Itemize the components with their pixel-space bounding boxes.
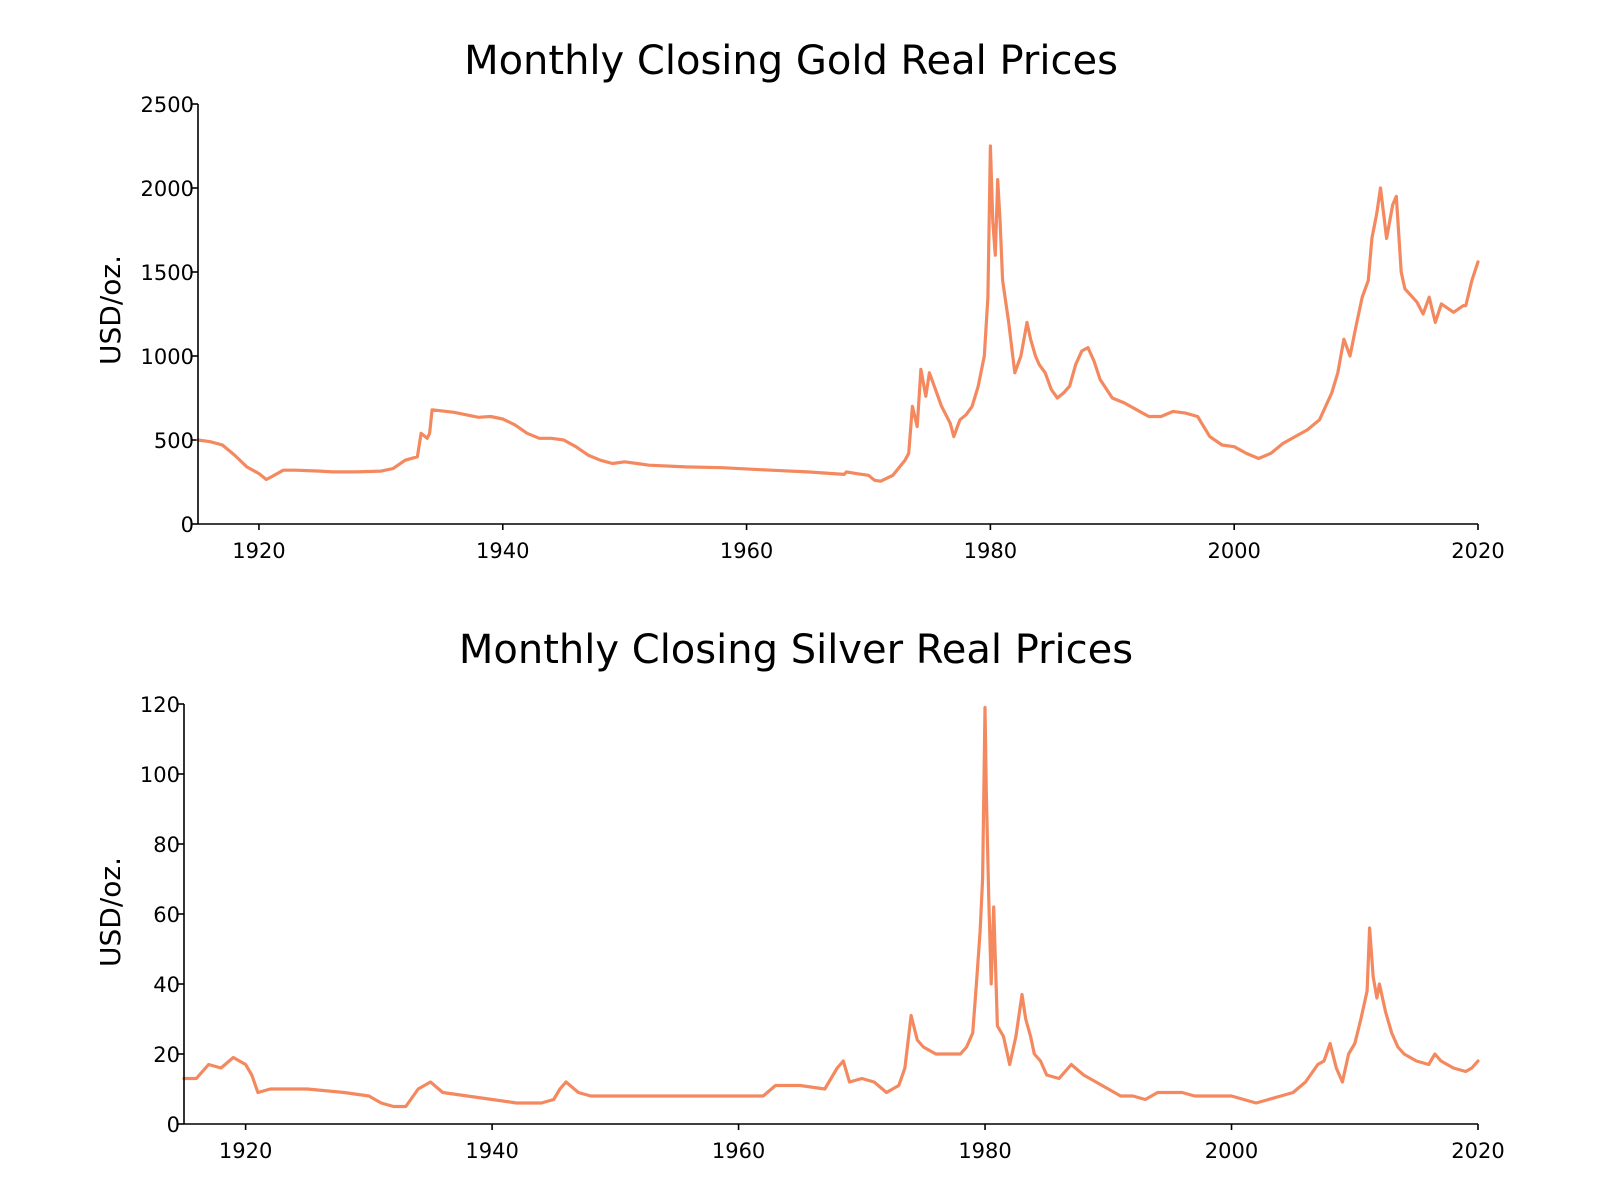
gold-y-tick-label: 500 — [154, 429, 194, 453]
silver-x-axis: 1920 1940 1960 1980 2000 2020 — [219, 1124, 1505, 1163]
silver-y-tick-label: 120 — [140, 693, 180, 717]
gold-x-axis: 1920 1940 1960 1980 2000 2020 — [232, 524, 1505, 563]
gold-y-tick-label: 2000 — [141, 177, 194, 201]
silver-x-tick-label: 1940 — [465, 1139, 518, 1163]
gold-y-tick-label: 1500 — [141, 261, 194, 285]
gold-x-tick-label: 1980 — [964, 539, 1017, 563]
silver-y-axis-label: USD/oz. — [94, 857, 127, 967]
silver-chart-title: Monthly Closing Silver Real Prices — [459, 627, 1133, 673]
silver-x-tick-label: 1920 — [219, 1139, 272, 1163]
gold-chart-title: Monthly Closing Gold Real Prices — [464, 38, 1118, 84]
silver-y-tick-label: 40 — [153, 973, 180, 997]
gold-price-series-line — [196, 144, 1480, 483]
silver-x-tick-label: 2020 — [1451, 1139, 1504, 1163]
silver-x-tick-label: 2000 — [1205, 1139, 1258, 1163]
gold-y-tick-label: 2500 — [141, 93, 194, 117]
gold-chart-panel: Monthly Closing Gold Real Prices USD/oz.… — [94, 38, 1505, 563]
gold-x-tick-label: 1960 — [720, 539, 773, 563]
silver-y-tick-label: 20 — [153, 1043, 180, 1067]
silver-y-tick-label: 60 — [153, 903, 180, 927]
gold-x-tick-label: 2000 — [1207, 539, 1260, 563]
gold-y-axis: 0 500 1000 1500 2000 2500 — [141, 93, 198, 537]
gold-y-tick-label: 1000 — [141, 345, 194, 369]
gold-x-tick-label: 1940 — [476, 539, 529, 563]
silver-x-tick-label: 1980 — [958, 1139, 1011, 1163]
gold-x-tick-label: 1920 — [232, 539, 285, 563]
silver-y-tick-label: 80 — [153, 833, 180, 857]
silver-y-tick-label: 100 — [140, 763, 180, 787]
silver-y-tick-label: 0 — [167, 1113, 180, 1137]
gold-y-tick-label: 0 — [181, 513, 194, 537]
silver-y-axis: 0 20 40 60 80 100 120 — [140, 693, 184, 1137]
silver-price-series-line — [182, 705, 1480, 1109]
gold-x-tick-label: 2020 — [1451, 539, 1504, 563]
gold-y-axis-label: USD/oz. — [94, 255, 127, 365]
silver-x-tick-label: 1960 — [712, 1139, 765, 1163]
silver-chart-panel: Monthly Closing Silver Real Prices USD/o… — [94, 627, 1505, 1163]
